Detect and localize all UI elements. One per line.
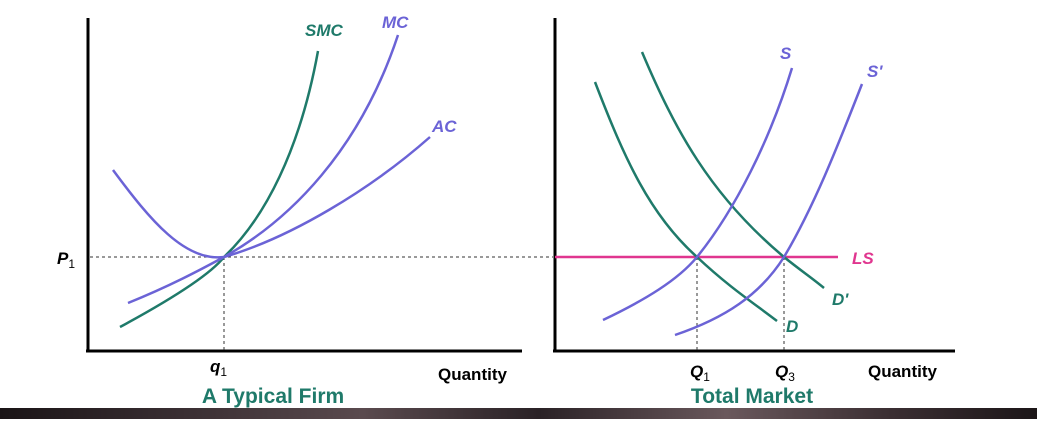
- price-label: P1: [57, 249, 75, 271]
- firm-title: A Typical Firm: [202, 385, 344, 408]
- bottom-background-strip: [0, 408, 1037, 419]
- d-prime-label: D': [832, 290, 849, 309]
- firm-panel: SMC MC AC P1 q1 Quantity A Typical Firm: [57, 13, 553, 408]
- d-prime-curve: [640, 51, 825, 289]
- ac-label: AC: [431, 117, 457, 136]
- s-prime-label: S': [867, 62, 883, 81]
- mc-label: MC: [382, 13, 409, 32]
- d-curve: [593, 81, 778, 322]
- Q1-label: Q1: [690, 362, 710, 384]
- ac-curve: [111, 136, 431, 259]
- smc-curve: [119, 50, 320, 329]
- market-title: Total Market: [691, 385, 813, 408]
- s-label: S: [780, 44, 792, 63]
- market-panel: S S' LS D' D Q1 Q3 Quantity Total Market: [553, 18, 955, 408]
- s-curve: [602, 67, 794, 322]
- smc-label: SMC: [305, 21, 344, 40]
- ls-label: LS: [852, 249, 874, 268]
- mc-curve: [127, 34, 400, 305]
- q1-label: q1: [210, 357, 227, 379]
- s-prime-curve: [674, 83, 864, 337]
- market-x-axis-label: Quantity: [868, 362, 937, 381]
- d-label: D: [786, 317, 798, 336]
- Q3-label: Q3: [775, 362, 795, 384]
- firm-x-axis-label: Quantity: [438, 365, 507, 384]
